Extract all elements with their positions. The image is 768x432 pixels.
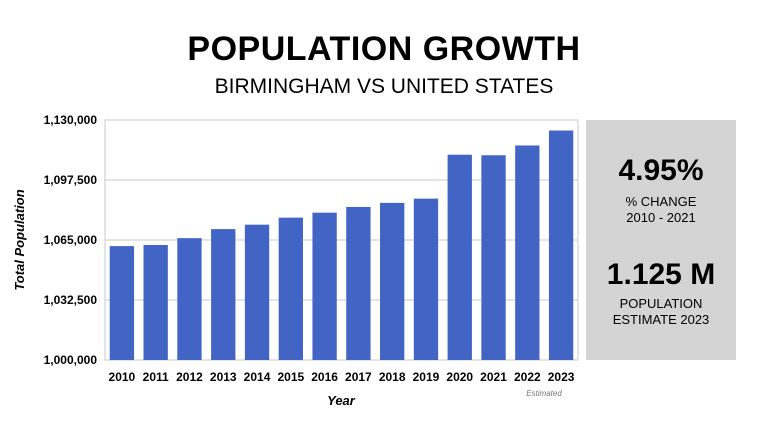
bar-2015 xyxy=(278,217,303,360)
bar-2011 xyxy=(143,244,168,360)
change-period: 2010 - 2021 xyxy=(626,210,696,225)
estimate-value: 1.125 M xyxy=(606,258,716,291)
y-tick-label: 1,097,500 xyxy=(44,173,98,187)
bar-2012 xyxy=(177,238,202,360)
bar-2019 xyxy=(413,198,439,360)
x-axis-ticks: 2010 2011 2012 2013 2014 2015 2016 2017 2018 2019… xyxy=(109,370,575,384)
bar-2022 xyxy=(515,145,540,360)
x-tick-label: 2010 xyxy=(109,370,136,384)
x-tick-label: 2015 xyxy=(277,370,304,384)
bar-2013 xyxy=(211,229,236,360)
x-tick-label: 2012 xyxy=(176,370,203,384)
estimate-period: ESTIMATE 2023 xyxy=(612,312,710,327)
x-tick-label: 2023 xyxy=(548,370,575,384)
y-tick-label: 1,032,500 xyxy=(44,293,98,307)
bar-2017 xyxy=(346,206,371,360)
plot-border xyxy=(104,119,579,361)
x-tick-label: 2017 xyxy=(345,370,372,384)
x-tick-label: 2013 xyxy=(210,370,237,384)
x-tick-label: 2019 xyxy=(413,370,440,384)
grid-lines xyxy=(105,119,578,361)
x-tick-label: 2020 xyxy=(446,370,473,384)
y-tick-label: 1,000,000 xyxy=(44,353,98,367)
change-value: 4.95% xyxy=(618,154,704,187)
y-tick-label: 1,065,000 xyxy=(44,233,98,247)
bar-2020 xyxy=(447,154,472,360)
bar-2023 xyxy=(548,130,574,360)
estimated-note: Estimated xyxy=(526,389,562,398)
y-axis-ticks: 1,000,000 1,032,500 1,065,000 1,097,500 1,13… xyxy=(44,113,98,367)
x-tick-label: 2016 xyxy=(311,370,338,384)
bars xyxy=(109,130,574,360)
chart-subtitle: BIRMINGHAM VS UNITED STATES xyxy=(214,75,554,98)
bar-2014 xyxy=(244,224,270,360)
y-axis-label: Total Population xyxy=(12,189,27,290)
x-tick-label: 2014 xyxy=(244,370,271,384)
y-tick-label: 1,130,000 xyxy=(44,113,98,127)
bar-2010 xyxy=(109,246,135,360)
bar-2016 xyxy=(312,212,337,360)
x-tick-label: 2022 xyxy=(514,370,541,384)
change-label: % CHANGE xyxy=(625,194,697,209)
x-tick-label: 2011 xyxy=(143,370,169,384)
stats-panel: 4.95% % CHANGE 2010 - 2021 1.125 M POPUL… xyxy=(586,120,736,360)
chart-title: POPULATION GROWTH xyxy=(187,30,581,68)
x-tick-label: 2018 xyxy=(379,370,406,384)
x-axis-label: Year xyxy=(327,393,356,408)
estimate-label: POPULATION xyxy=(619,296,703,311)
bar-2018 xyxy=(380,202,405,360)
bar-2021 xyxy=(481,155,506,360)
x-tick-label: 2021 xyxy=(480,370,507,384)
